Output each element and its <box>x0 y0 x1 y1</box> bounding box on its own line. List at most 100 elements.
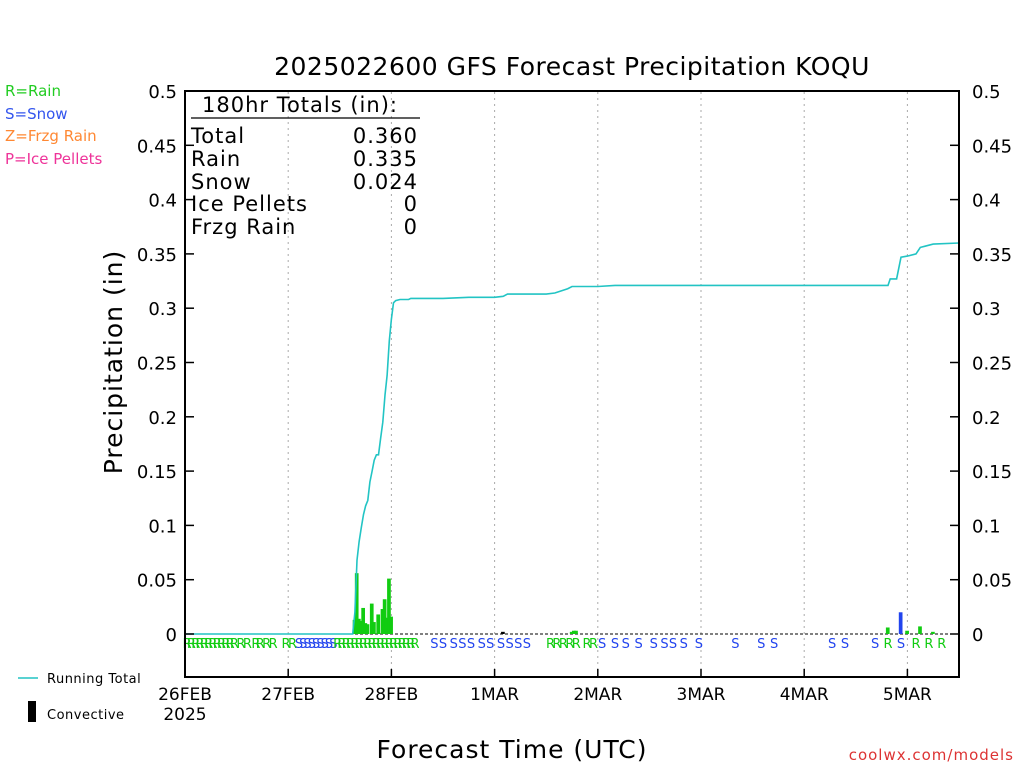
rain-marker: R <box>337 637 346 652</box>
rain-marker: R <box>221 637 230 652</box>
precip-bar-rain <box>387 578 391 634</box>
rain-marker: R <box>183 637 192 652</box>
y-tick-label-left: 0.35 <box>137 245 177 266</box>
x-tick-sublabel: 2025 <box>163 705 206 725</box>
precip-bar-rain <box>384 617 389 634</box>
rain-marker: R <box>389 637 398 652</box>
y-tick-label-right: 0.2 <box>972 408 1001 429</box>
x-tick-label: 2MAR <box>573 685 622 705</box>
y-tick-label-right: 0.5 <box>972 82 1001 103</box>
y-tick-label-left: 0.45 <box>137 136 177 157</box>
rain-marker: R <box>380 637 389 652</box>
totals-header: 180hr Totals (in): <box>202 93 398 117</box>
rain-marker: R <box>363 637 372 652</box>
snow-marker: S <box>611 637 619 652</box>
totals-box: 180hr Totals (in): Total 0.360 Rain 0.33… <box>190 93 420 239</box>
snow-marker: S <box>770 637 778 652</box>
snow-marker: S <box>598 637 606 652</box>
y-tick-label-right: 0.45 <box>972 136 1012 157</box>
precip-bar-rain <box>354 573 359 634</box>
precip-bar-rain <box>365 624 370 634</box>
rain-marker: R <box>196 637 205 652</box>
snow-marker: S <box>731 637 739 652</box>
snow-marker: S <box>439 637 447 652</box>
snow-marker: S <box>523 637 531 652</box>
totals-value-ice-pellets: 0 <box>404 192 418 216</box>
rain-marker: R <box>359 637 368 652</box>
rain-marker: R <box>262 637 271 652</box>
running-total-series <box>185 242 960 635</box>
rain-marker: R <box>565 637 574 652</box>
rain-marker: R <box>213 637 222 652</box>
rain-marker: R <box>342 637 351 652</box>
snow-marker: S <box>871 637 879 652</box>
rain-marker: R <box>393 637 402 652</box>
snow-marker: S <box>450 637 458 652</box>
snow-marker: S <box>506 637 514 652</box>
y-tick-label-right: 0.25 <box>972 354 1012 375</box>
totals-label-rain: Rain <box>191 147 241 171</box>
precip-bar-rain <box>905 630 909 634</box>
snow-marker: S <box>312 637 320 652</box>
totals-label-ice-pellets: Ice Pellets <box>191 192 308 216</box>
snow-marker: S <box>325 637 333 652</box>
totals-label-snow: Snow <box>191 170 252 194</box>
snow-marker: S <box>458 637 466 652</box>
x-tick-label: 4MAR <box>780 685 829 705</box>
totals-value-frzg-rain: 0 <box>404 215 418 239</box>
snow-marker: S <box>321 637 329 652</box>
legend-rain: R=Rain <box>5 82 61 100</box>
snow-marker: S <box>897 637 905 652</box>
precip-bar-rain <box>931 631 935 634</box>
y-tick-label-right: 0.4 <box>972 191 1001 212</box>
y-tick-label-left: 0.5 <box>148 82 177 103</box>
precip-bar-rain <box>918 626 922 634</box>
precip-bar-snow <box>898 612 903 634</box>
rain-marker: R <box>288 637 297 652</box>
snow-marker: S <box>650 637 658 652</box>
snow-marker: S <box>303 637 311 652</box>
rain-marker: R <box>346 637 355 652</box>
snow-marker: S <box>308 637 316 652</box>
legend-frzg-rain: Z=Frzg Rain <box>5 127 97 145</box>
snow-marker: S <box>757 637 765 652</box>
rain-marker: R <box>546 637 555 652</box>
snow-marker: S <box>828 637 836 652</box>
snow-marker: S <box>841 637 849 652</box>
rain-marker: R <box>200 637 209 652</box>
precip-bar-rain <box>885 627 890 634</box>
snow-marker: S <box>430 637 438 652</box>
rain-marker: R <box>402 637 411 652</box>
rain-marker: R <box>372 637 381 652</box>
rain-marker: R <box>368 637 377 652</box>
precip-bar-rain <box>380 609 385 634</box>
snow-marker: S <box>486 637 494 652</box>
chart-title: 2025022600 GFS Forecast Precipitation KO… <box>274 52 870 81</box>
snow-marker: S <box>299 637 307 652</box>
rain-marker: R <box>411 637 420 652</box>
rain-marker: R <box>559 637 568 652</box>
rain-marker: R <box>924 637 933 652</box>
series-legend: Running Total Convective <box>18 672 141 723</box>
rain-marker: R <box>350 637 359 652</box>
y-tick-label-left: 0.1 <box>148 516 177 537</box>
x-tick-label: 1MAR <box>470 685 519 705</box>
legend-ice-pellets: P=Ice Pellets <box>5 150 102 168</box>
rain-marker: R <box>385 637 394 652</box>
x-tick-label: 28FEB <box>364 685 418 705</box>
y-axis-title: Precipitation (in) <box>99 250 128 475</box>
footer-source: coolwx.com/models <box>849 746 1014 764</box>
snow-marker: S <box>622 637 630 652</box>
precip-bar-rain <box>376 614 381 634</box>
rain-marker: R <box>251 637 260 652</box>
y-tick-label-left: 0.3 <box>148 299 177 320</box>
rain-marker: R <box>884 637 893 652</box>
snow-marker: S <box>316 637 324 652</box>
y-tick-label-right: 0.3 <box>972 299 1001 320</box>
y-tick-label-right: 0.15 <box>972 462 1012 483</box>
rain-marker: R <box>217 637 226 652</box>
snow-marker: S <box>467 637 475 652</box>
precip-bar-rain <box>359 620 363 634</box>
precip-bar-convective <box>501 631 505 634</box>
